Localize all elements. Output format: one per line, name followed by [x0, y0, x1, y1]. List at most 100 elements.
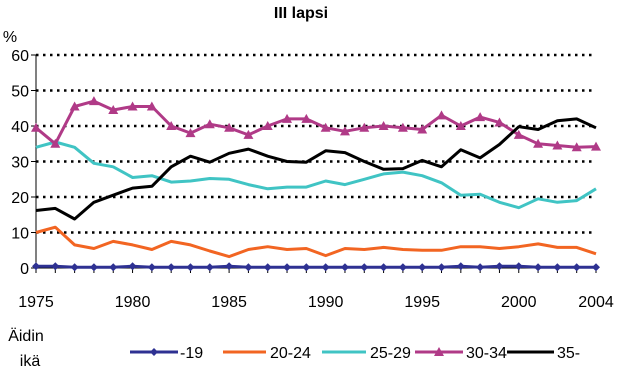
data-point--19-2001	[534, 263, 543, 272]
data-point--19-1993	[379, 263, 388, 272]
data-point-30-34-1997	[455, 121, 466, 130]
series-30-34	[31, 96, 601, 152]
x-tick-label-2004: 2004	[578, 294, 614, 311]
data-point--19-1978	[89, 263, 98, 272]
series-line-30-34	[35, 99, 597, 149]
data-point-30-34-1999	[494, 117, 505, 127]
series-35-	[35, 117, 597, 221]
series-25-29	[35, 140, 597, 210]
data-point--19-2002	[553, 263, 562, 272]
data-point-30-34-1979	[108, 105, 119, 115]
data-point--19-1984	[205, 263, 214, 272]
series-line-35-	[35, 117, 597, 221]
chart-title: III lapsi	[274, 5, 328, 22]
data-point-30-34-1990	[320, 122, 331, 132]
data-point--19-1991	[340, 263, 349, 272]
data-point-30-34-1995	[417, 124, 428, 134]
data-point-30-34-1982	[166, 121, 177, 130]
data-point--19-1980	[128, 262, 137, 271]
data-point--19-1986	[244, 263, 253, 272]
x-tick-label-1975: 1975	[18, 294, 54, 311]
series-lines	[31, 96, 601, 272]
data-point-30-34-1989	[301, 113, 312, 123]
series-20-24	[35, 225, 597, 259]
data-point-30-34-1993	[378, 121, 389, 130]
data-point--19-1982	[167, 263, 176, 272]
data-point-30-34-1975	[31, 122, 41, 132]
data-point--19-1979	[109, 263, 118, 272]
data-point-30-34-1998	[475, 112, 486, 122]
data-point-30-34-2001	[533, 138, 544, 148]
data-point-30-34-2004	[591, 141, 601, 151]
data-point-30-34-1980	[127, 101, 138, 111]
x-tick-label-1985: 1985	[211, 294, 247, 311]
y-axis-ticks: 0 10 20 30 40 50 60	[11, 48, 36, 278]
data-point-30-34-1994	[397, 122, 408, 132]
gridlines	[36, 53, 596, 234]
y-tick-label-0: 0	[20, 261, 29, 278]
data-point--19-1992	[360, 263, 369, 272]
data-point-30-34-1991	[339, 126, 350, 136]
data-point-30-34-2002	[552, 140, 563, 150]
y-axis-unit-label: %	[3, 29, 17, 46]
series--19	[32, 262, 600, 272]
data-point--19-1975	[32, 262, 40, 271]
legend-title-line-1: Äidin	[8, 327, 44, 345]
y-tick-label-10: 10	[11, 226, 29, 243]
data-point--19-2000	[514, 262, 523, 271]
series-line-20-24	[35, 225, 597, 259]
data-point-30-34-1992	[359, 122, 370, 132]
data-point-30-34-2003	[571, 142, 582, 152]
data-point--19-1987	[263, 263, 272, 272]
data-point-30-34-1988	[282, 113, 293, 123]
legend-label-30-34: 30-34	[466, 345, 507, 362]
data-point--19-1985	[225, 262, 234, 271]
data-point-30-34-1978	[88, 96, 99, 106]
legend-label-25-29: 25-29	[370, 345, 411, 362]
y-tick-label-20: 20	[11, 190, 29, 207]
data-point-30-34-1981	[146, 101, 157, 111]
legend-marker-30-34	[434, 347, 444, 356]
y-tick-label-40: 40	[11, 119, 29, 136]
series-line--19	[36, 264, 596, 269]
data-point--19-2004	[592, 263, 600, 272]
data-point--19-1994	[398, 263, 407, 272]
data-point--19-1995	[418, 263, 427, 272]
data-point--19-1988	[283, 263, 292, 272]
legend-label-35-: 35-	[557, 345, 580, 362]
legend-label--19: -19	[180, 345, 203, 362]
data-point--19-1990	[321, 263, 330, 272]
data-point-30-34-1996	[436, 110, 447, 120]
data-point-30-34-1984	[204, 119, 215, 129]
data-point-30-34-2000	[513, 129, 524, 139]
data-point-30-34-1987	[262, 121, 273, 130]
data-point--19-2003	[572, 263, 581, 272]
data-point-30-34-1976	[50, 138, 61, 148]
legend-marker--19	[150, 348, 158, 356]
x-tick-label-1990: 1990	[308, 294, 344, 311]
data-point--19-1977	[70, 263, 79, 272]
x-axis-ticks: 1975 1980 1985 1990 1995 2000 2004	[18, 268, 614, 311]
series-line-25-29	[35, 140, 597, 210]
data-point-30-34-1986	[243, 129, 254, 139]
data-point-30-34-1985	[224, 122, 235, 132]
data-point--19-1997	[456, 262, 465, 271]
x-tick-label-2000: 2000	[501, 294, 537, 311]
legend-label-20-24: 20-24	[270, 345, 311, 362]
data-point--19-1989	[302, 263, 311, 272]
data-point-30-34-1983	[185, 128, 196, 138]
y-tick-label-60: 60	[11, 48, 29, 65]
data-point--19-1996	[437, 263, 446, 272]
data-point--19-1981	[147, 263, 156, 272]
y-tick-label-30: 30	[11, 155, 29, 172]
data-point--19-1976	[51, 262, 60, 271]
data-point--19-1998	[476, 263, 485, 272]
data-point-30-34-1977	[69, 101, 80, 111]
legend-title-line-2: ikä	[20, 353, 41, 370]
data-point--19-1999	[495, 262, 504, 271]
x-tick-label-1995: 1995	[404, 294, 440, 311]
y-tick-label-50: 50	[11, 84, 29, 101]
legend: Äidin ikä -19 20-24 25-29 30-34 35-	[8, 327, 580, 370]
x-tick-label-1980: 1980	[115, 294, 151, 311]
